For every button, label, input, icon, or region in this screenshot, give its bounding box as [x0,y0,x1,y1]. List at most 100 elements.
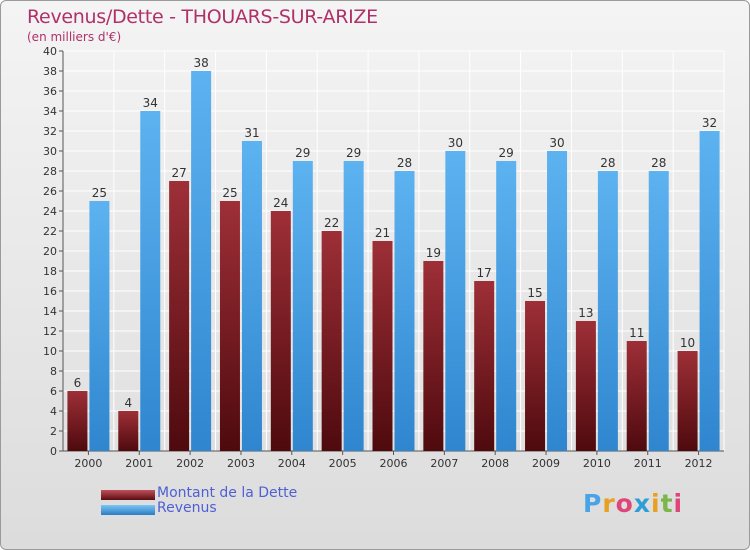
y-tick-label: 16 [43,285,57,298]
x-tick-label: 2002 [176,457,204,470]
data-label: 29 [499,146,514,160]
data-labels: 6 25 4 34 27 38 25 31 24 29 22 29 21 28 19 30 17 29 15 30 13… [74,56,718,410]
data-label: 31 [244,126,259,140]
data-label: 15 [527,286,542,300]
bar-revenus [241,141,262,451]
data-label: 25 [92,186,107,200]
data-label: 30 [448,136,463,150]
bar-dette [169,181,190,451]
data-label: 25 [222,186,237,200]
chart-subtitle: (en milliers d'€) [27,30,122,44]
grid-lines [62,50,725,452]
bar-revenus [140,111,161,451]
bar-dette [626,341,647,451]
data-label: 19 [426,246,441,260]
y-tick-label: 32 [43,125,57,138]
x-tick-label: 2001 [125,457,153,470]
bar-dette [525,301,546,451]
bar-dette [677,351,698,451]
bar-dette [372,241,393,451]
data-label: 29 [295,146,310,160]
bar-dette [270,211,291,451]
data-label: 32 [702,116,717,130]
data-label: 28 [600,156,615,170]
logo-letter: x [633,489,651,518]
data-label: 21 [375,226,390,240]
bar-revenus [191,71,212,451]
data-label: 28 [397,156,412,170]
logo-letter: i [673,489,684,518]
data-label: 6 [74,376,82,390]
bar-revenus [445,151,466,451]
data-label: 17 [477,266,492,280]
y-tick-label: 40 [43,45,57,58]
bar-revenus [547,151,568,451]
y-tick-label: 14 [43,305,57,318]
x-tick-label: 2000 [74,457,102,470]
y-tick-label: 30 [43,145,57,158]
bar-revenus [394,171,415,451]
y-tick-label: 36 [43,85,57,98]
x-tick-label: 2006 [380,457,408,470]
y-tick-label: 24 [43,205,57,218]
y-tick-label: 34 [43,105,57,118]
y-tick-label: 26 [43,185,57,198]
data-label: 24 [273,196,288,210]
legend-swatch-dette [101,490,155,500]
legend-swatch-revenus [101,505,155,515]
bar-dette [219,201,240,451]
data-label: 13 [578,306,593,320]
y-tick-label: 4 [50,405,57,418]
x-tick-label: 2011 [634,457,662,470]
bar-revenus [699,131,720,451]
logo-letter: r [602,489,616,518]
y-tick-label: 28 [43,165,57,178]
bar-dette [474,281,495,451]
y-tick-label: 6 [50,385,57,398]
y-tick-label: 18 [43,265,57,278]
bar-dette [67,391,88,451]
bar-dette [321,231,342,451]
logo-letter: i [651,489,661,518]
bar-revenus [343,161,364,451]
chart-title: Revenus/Dette - THOUARS-SUR-ARIZE [27,6,378,28]
bar-revenus [89,201,110,451]
bar-dette [118,411,139,451]
data-label: 34 [143,96,158,110]
data-label: 27 [171,166,186,180]
data-label: 22 [324,216,339,230]
x-tick-label: 2003 [227,457,255,470]
y-tick-label: 10 [43,345,57,358]
y-tick-label: 20 [43,245,57,258]
x-tick-label: 2009 [532,457,560,470]
y-tick-label: 38 [43,65,57,78]
bar-dette [575,321,596,451]
bar-revenus [292,161,313,451]
bars [67,71,720,451]
y-tick-label: 12 [43,325,57,338]
x-tick-label: 2008 [481,457,509,470]
x-tick-label: 2004 [278,457,306,470]
data-label: 38 [193,56,208,70]
y-tick-label: 22 [43,225,57,238]
y-tick-label: 0 [50,445,57,458]
y-tick-label: 2 [50,425,57,438]
data-label: 28 [651,156,666,170]
data-label: 11 [629,326,644,340]
logo-letter: o [615,489,634,518]
data-label: 29 [346,146,361,160]
logo-letter: t [660,489,674,518]
bar-revenus [496,161,517,451]
bar-dette [423,261,444,451]
bar-revenus [597,171,618,451]
x-tick-label: 2005 [329,457,357,470]
x-tick-label: 2007 [430,457,458,470]
y-tick-label: 8 [50,365,57,378]
legend-label-dette: Montant de la Dette [157,485,298,501]
x-tick-label: 2012 [685,457,713,470]
data-label: 4 [124,396,132,410]
bar-revenus [648,171,669,451]
legend-label-revenus: Revenus [157,500,217,516]
